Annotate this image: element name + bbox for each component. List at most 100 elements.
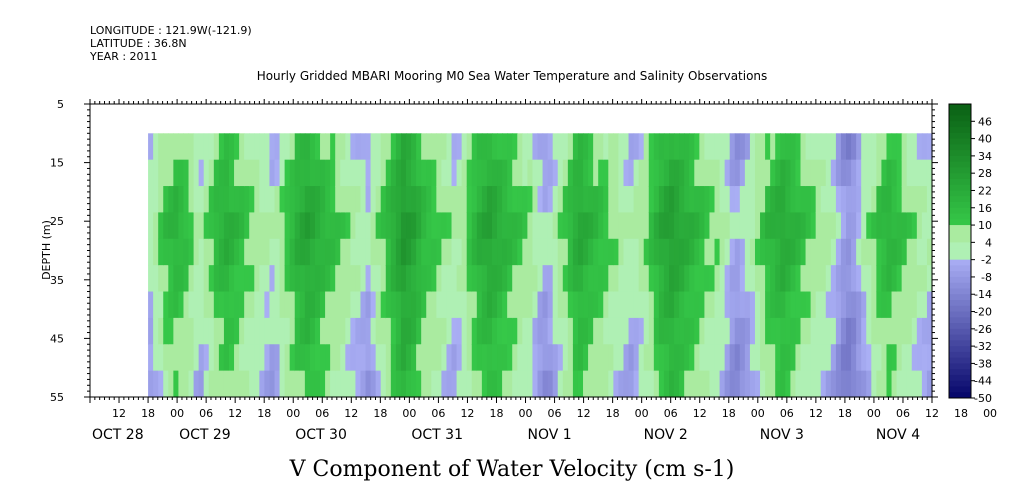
heatmap-cell	[234, 133, 240, 161]
heatmap-cell	[633, 291, 640, 319]
heatmap-cell	[775, 265, 781, 293]
heatmap-cell	[264, 291, 271, 319]
heatmap-cell	[451, 186, 458, 214]
heatmap-cell	[906, 370, 913, 398]
heatmap-cell	[744, 159, 751, 187]
heatmap-cell	[567, 159, 574, 187]
heatmap-cell	[562, 291, 569, 319]
heatmap-cell	[871, 370, 877, 398]
colorbar-swatch	[949, 282, 971, 289]
heatmap-cell	[739, 265, 746, 293]
heatmap-cell	[517, 344, 523, 372]
heatmap-cell	[765, 238, 771, 266]
heatmap-cell	[269, 370, 276, 398]
heatmap-cell	[886, 291, 893, 319]
heatmap-cell	[916, 159, 923, 187]
heatmap-cell	[153, 265, 159, 293]
heatmap-cell	[709, 344, 716, 372]
heatmap-cell	[754, 238, 761, 266]
heatmap-cell	[168, 265, 174, 293]
heatmap-cell	[527, 265, 534, 293]
heatmap-cell	[491, 186, 498, 214]
heatmap-cell	[820, 317, 827, 345]
heatmap-cell	[522, 370, 528, 398]
heatmap-cell	[653, 291, 660, 319]
heatmap-cell	[294, 186, 301, 214]
heatmap-cell	[522, 159, 528, 187]
heatmap-cell	[856, 212, 862, 240]
heatmap-cell	[699, 317, 706, 345]
heatmap-cell	[790, 344, 797, 372]
heatmap-cell	[830, 265, 837, 293]
colorbar-label: -2	[981, 254, 992, 267]
heatmap-cell	[770, 344, 776, 372]
heatmap-cell	[380, 370, 387, 398]
heatmap-cell	[507, 186, 513, 214]
heatmap-cell	[421, 265, 427, 293]
heatmap-cell	[856, 186, 862, 214]
heatmap-cell	[294, 317, 301, 345]
heatmap-cell	[395, 370, 402, 398]
heatmap-cell	[234, 238, 240, 266]
heatmap-cell	[163, 212, 169, 240]
heatmap-cell	[669, 265, 675, 293]
heatmap-cell	[294, 370, 301, 398]
heatmap-cell	[365, 370, 372, 398]
heatmap-cell	[851, 265, 857, 293]
heatmap-cell	[583, 212, 589, 240]
heatmap-cell	[911, 186, 918, 214]
heatmap-cell	[537, 238, 544, 266]
heatmap-cell	[360, 133, 367, 161]
heatmap-cell	[699, 133, 706, 161]
x-hour-label: 12	[577, 407, 591, 420]
heatmap-cell	[542, 159, 549, 187]
heatmap-cell	[335, 212, 341, 240]
heatmap-cell	[835, 133, 842, 161]
heatmap-cell	[674, 344, 680, 372]
heatmap-cell	[608, 133, 614, 161]
heatmap-cell	[416, 344, 422, 372]
x-hour-label: 00	[286, 407, 300, 420]
heatmap-cell	[628, 317, 635, 345]
longitude-label: LONGITUDE : 121.9W(-121.9)	[90, 24, 252, 37]
heatmap-cell	[709, 291, 716, 319]
heatmap-cell	[244, 265, 250, 293]
heatmap-cell	[638, 291, 645, 319]
heatmap-cell	[168, 212, 174, 240]
heatmap-cell	[158, 159, 164, 187]
heatmap-cell	[800, 317, 807, 345]
heatmap-cell	[380, 186, 387, 214]
x-hour-label: 06	[548, 407, 562, 420]
heatmap-cell	[314, 212, 321, 240]
heatmap-cell	[694, 317, 700, 345]
heatmap-cell	[704, 238, 711, 266]
heatmap-cell	[370, 212, 377, 240]
heatmap-cell	[658, 370, 665, 398]
heatmap-cell	[663, 265, 670, 293]
heatmap-cell	[846, 265, 852, 293]
heatmap-cell	[739, 317, 746, 345]
heatmap-cell	[623, 186, 630, 214]
heatmap-cell	[294, 212, 301, 240]
heatmap-cell	[598, 370, 604, 398]
heatmap-cell	[577, 159, 584, 187]
colorbar-swatch	[949, 109, 971, 117]
heatmap-cell	[416, 370, 422, 398]
heatmap-cell	[178, 317, 185, 345]
heatmap-cell	[269, 317, 276, 345]
heatmap-cell	[517, 265, 523, 293]
heatmap-cell	[724, 344, 731, 372]
heatmap-cell	[304, 344, 311, 372]
heatmap-cell	[441, 238, 448, 266]
heatmap-cell	[780, 317, 786, 345]
heatmap-cell	[921, 212, 928, 240]
heatmap-cell	[593, 159, 599, 187]
heatmap-cell	[269, 291, 276, 319]
heatmap-cell	[851, 159, 857, 187]
heatmap-cell	[790, 291, 797, 319]
heatmap-cell	[856, 133, 862, 161]
heatmap-cell	[421, 238, 427, 266]
heatmap-cell	[835, 265, 842, 293]
heatmap-cell	[289, 370, 296, 398]
heatmap-cell	[562, 186, 569, 214]
